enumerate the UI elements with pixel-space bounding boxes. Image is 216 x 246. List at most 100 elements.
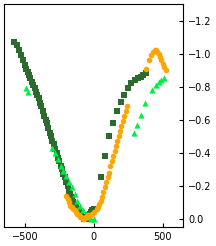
Point — [127, 86, 130, 90]
Point — [91, 212, 94, 216]
Point — [49, 134, 53, 138]
Point — [92, 207, 95, 211]
Point — [88, 212, 91, 216]
Point — [77, 210, 80, 214]
Point — [85, 215, 89, 219]
Point — [55, 151, 58, 155]
Point — [157, 80, 160, 84]
Point — [24, 67, 28, 71]
Point — [70, 205, 73, 209]
Point — [83, 217, 86, 221]
Point — [41, 109, 44, 113]
Point — [139, 75, 142, 79]
Point — [154, 83, 158, 87]
Point — [17, 48, 20, 52]
Point — [96, 205, 100, 209]
Point — [66, 184, 69, 188]
Point — [70, 185, 73, 189]
Point — [158, 55, 162, 59]
Point — [70, 195, 73, 199]
Point — [121, 119, 124, 123]
Point — [27, 73, 31, 77]
Point — [51, 139, 54, 143]
Point — [31, 83, 35, 87]
Point — [58, 159, 61, 163]
Point — [74, 205, 78, 209]
Point — [85, 215, 89, 219]
Point — [76, 209, 79, 213]
Point — [19, 53, 22, 57]
Point — [52, 142, 56, 146]
Point — [65, 174, 68, 178]
Point — [73, 209, 76, 213]
Point — [116, 139, 119, 143]
Point — [48, 131, 51, 135]
Point — [105, 181, 108, 184]
Point — [102, 190, 105, 194]
Point — [120, 124, 123, 128]
Point — [118, 129, 122, 133]
Point — [125, 105, 129, 108]
Point — [142, 73, 145, 77]
Point — [150, 88, 154, 92]
Point — [54, 147, 57, 151]
Point — [153, 48, 156, 52]
Point — [51, 146, 54, 150]
Point — [42, 114, 46, 118]
Point — [45, 121, 49, 125]
Point — [113, 149, 116, 153]
Point — [29, 77, 32, 80]
Point — [69, 192, 72, 196]
Point — [81, 209, 84, 213]
Point — [62, 172, 65, 176]
Point — [161, 62, 165, 65]
Point — [69, 203, 72, 207]
Point — [143, 101, 147, 105]
Point — [33, 86, 36, 90]
Point — [77, 214, 80, 217]
Point — [107, 170, 111, 174]
Point — [154, 48, 158, 52]
Point — [135, 123, 138, 127]
Point — [91, 209, 94, 213]
Point — [111, 121, 115, 125]
Point — [136, 77, 140, 80]
Point — [15, 44, 18, 47]
Point — [84, 215, 87, 219]
Point — [26, 70, 29, 74]
Point — [95, 207, 98, 211]
Point — [37, 96, 40, 100]
Point — [71, 207, 75, 211]
Point — [149, 53, 153, 57]
Point — [92, 210, 95, 214]
Point — [81, 217, 84, 221]
Point — [81, 215, 84, 219]
Point — [44, 118, 47, 122]
Point — [147, 58, 151, 62]
Point — [111, 154, 115, 158]
Point — [66, 197, 69, 201]
Point — [162, 65, 166, 69]
Point — [62, 169, 65, 173]
Point — [60, 167, 64, 171]
Point — [87, 215, 90, 219]
Point — [114, 144, 118, 148]
Point — [88, 214, 91, 217]
Point — [80, 215, 83, 219]
Point — [38, 101, 42, 105]
Point — [145, 72, 148, 76]
Point — [36, 93, 39, 97]
Point — [99, 175, 102, 179]
Point — [65, 181, 68, 184]
Point — [92, 217, 95, 221]
Point — [145, 67, 148, 71]
Point — [30, 80, 33, 84]
Point — [151, 50, 155, 54]
Point — [160, 78, 163, 82]
Point — [73, 192, 76, 196]
Point — [129, 81, 133, 85]
Point — [99, 199, 102, 202]
Point — [83, 217, 86, 221]
Point — [59, 164, 62, 168]
Point — [117, 134, 120, 138]
